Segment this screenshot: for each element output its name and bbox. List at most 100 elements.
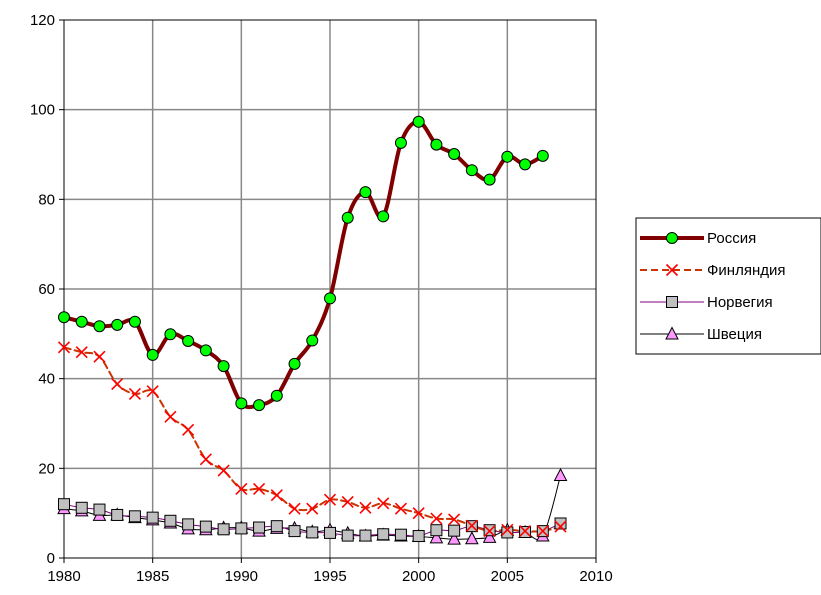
data-point-1-28 bbox=[554, 520, 567, 533]
data-point-0-19 bbox=[394, 136, 407, 149]
y-tick-label: 40 bbox=[38, 371, 55, 388]
data-point-1-1 bbox=[75, 346, 88, 359]
data-point-2-12 bbox=[270, 520, 283, 533]
y-tick-label: 0 bbox=[47, 550, 55, 567]
data-point-1-10 bbox=[235, 482, 248, 496]
data-point-2-13 bbox=[288, 525, 301, 538]
data-point-2-15 bbox=[324, 526, 336, 539]
data-point-1-7 bbox=[182, 423, 195, 436]
legend-marker-0 bbox=[666, 232, 678, 244]
series-line-0 bbox=[62, 119, 545, 410]
data-point-0-4 bbox=[128, 315, 141, 328]
legend: Россия Финляндия Норвегия Швеция bbox=[635, 217, 821, 355]
data-point-0-1 bbox=[75, 315, 88, 328]
grid bbox=[64, 20, 596, 558]
legend-label-2: Норвегия bbox=[707, 294, 773, 311]
data-point-2-11 bbox=[253, 521, 266, 534]
data-point-0-27 bbox=[536, 149, 549, 162]
data-point-0-0 bbox=[58, 311, 70, 324]
data-point-3-21 bbox=[429, 530, 444, 544]
data-point-0-9 bbox=[217, 360, 230, 373]
x-tick-label: 2000 bbox=[402, 568, 435, 585]
data-point-0-15 bbox=[324, 292, 336, 305]
x-tick-label: 1990 bbox=[225, 568, 258, 585]
data-point-1-3 bbox=[111, 377, 124, 391]
data-point-2-0 bbox=[58, 498, 70, 511]
data-point-1-16 bbox=[341, 495, 354, 509]
data-point-0-11 bbox=[253, 399, 266, 412]
data-point-2-28 bbox=[554, 517, 567, 530]
x-tick-label: 1985 bbox=[136, 568, 169, 585]
legend-marker-3 bbox=[665, 326, 679, 340]
legend-label-3: Швеция bbox=[707, 326, 762, 343]
data-point-1-12 bbox=[270, 489, 283, 502]
data-point-0-12 bbox=[270, 389, 283, 402]
data-point-1-4 bbox=[128, 387, 141, 400]
data-point-2-8 bbox=[199, 520, 212, 533]
data-point-3-24 bbox=[482, 529, 497, 543]
data-point-0-6 bbox=[164, 328, 177, 341]
y-tick-label: 20 bbox=[38, 460, 55, 477]
axes: 0 20 40 60 80 100 120 1980 1985 1990 1995 2000 2005 2… bbox=[30, 12, 613, 585]
data-point-0-13 bbox=[288, 357, 301, 370]
data-point-1-5 bbox=[146, 385, 159, 398]
data-point-1-15 bbox=[323, 493, 337, 506]
data-point-0-24 bbox=[483, 173, 496, 186]
data-point-2-22 bbox=[448, 524, 461, 537]
legend-label-1: Финляндия bbox=[707, 262, 785, 279]
legend-marker-1 bbox=[665, 263, 679, 277]
x-tick-label: 1995 bbox=[313, 568, 346, 585]
data-point-1-27 bbox=[536, 525, 549, 538]
data-point-1-25 bbox=[501, 523, 514, 536]
data-point-0-26 bbox=[519, 158, 532, 171]
data-point-1-0 bbox=[57, 341, 71, 354]
data-point-1-22 bbox=[448, 513, 461, 526]
data-point-1-13 bbox=[288, 502, 301, 515]
data-point-0-3 bbox=[111, 318, 124, 331]
data-point-2-14 bbox=[306, 526, 319, 539]
y-tick-label: 100 bbox=[30, 102, 55, 119]
data-point-2-25 bbox=[501, 526, 514, 539]
y-tick-label: 60 bbox=[38, 281, 55, 298]
data-point-2-10 bbox=[235, 522, 248, 535]
data-point-2-16 bbox=[341, 529, 354, 542]
data-point-0-14 bbox=[306, 334, 319, 347]
data-point-1-6 bbox=[164, 410, 177, 423]
data-point-1-2 bbox=[93, 350, 106, 363]
data-point-0-20 bbox=[412, 115, 425, 128]
data-point-2-19 bbox=[394, 528, 407, 541]
data-point-1-24 bbox=[483, 525, 496, 538]
data-point-1-20 bbox=[412, 507, 425, 520]
series-line-1 bbox=[63, 346, 562, 533]
x-tick-label: 1980 bbox=[47, 568, 80, 585]
data-point-3-28 bbox=[553, 467, 568, 482]
data-point-0-17 bbox=[359, 186, 372, 199]
data-point-1-21 bbox=[430, 512, 443, 525]
x-tick-label: 2010 bbox=[579, 568, 612, 585]
data-point-2-2 bbox=[93, 503, 106, 516]
data-point-2-1 bbox=[75, 501, 88, 514]
data-point-0-16 bbox=[341, 211, 354, 224]
data-point-0-7 bbox=[182, 335, 195, 348]
data-point-0-25 bbox=[501, 150, 514, 163]
data-point-2-3 bbox=[111, 508, 124, 521]
data-point-1-18 bbox=[377, 497, 390, 510]
data-point-2-5 bbox=[146, 511, 159, 524]
data-point-1-23 bbox=[465, 519, 478, 532]
data-point-2-7 bbox=[182, 518, 195, 531]
y-tick-label: 80 bbox=[38, 191, 55, 208]
data-point-2-21 bbox=[430, 524, 443, 537]
data-point-2-4 bbox=[128, 510, 141, 523]
data-point-1-26 bbox=[519, 525, 532, 538]
legend-label-0: Россия bbox=[707, 230, 756, 247]
data-point-0-21 bbox=[430, 138, 443, 151]
data-point-1-9 bbox=[217, 464, 230, 477]
data-point-2-9 bbox=[217, 523, 230, 536]
data-point-3-23 bbox=[465, 531, 479, 545]
data-point-3-22 bbox=[447, 531, 461, 545]
legend-marker-2 bbox=[666, 296, 678, 308]
data-point-2-18 bbox=[377, 528, 390, 541]
y-tick-label: 120 bbox=[30, 12, 55, 29]
data-point-0-23 bbox=[465, 164, 478, 177]
